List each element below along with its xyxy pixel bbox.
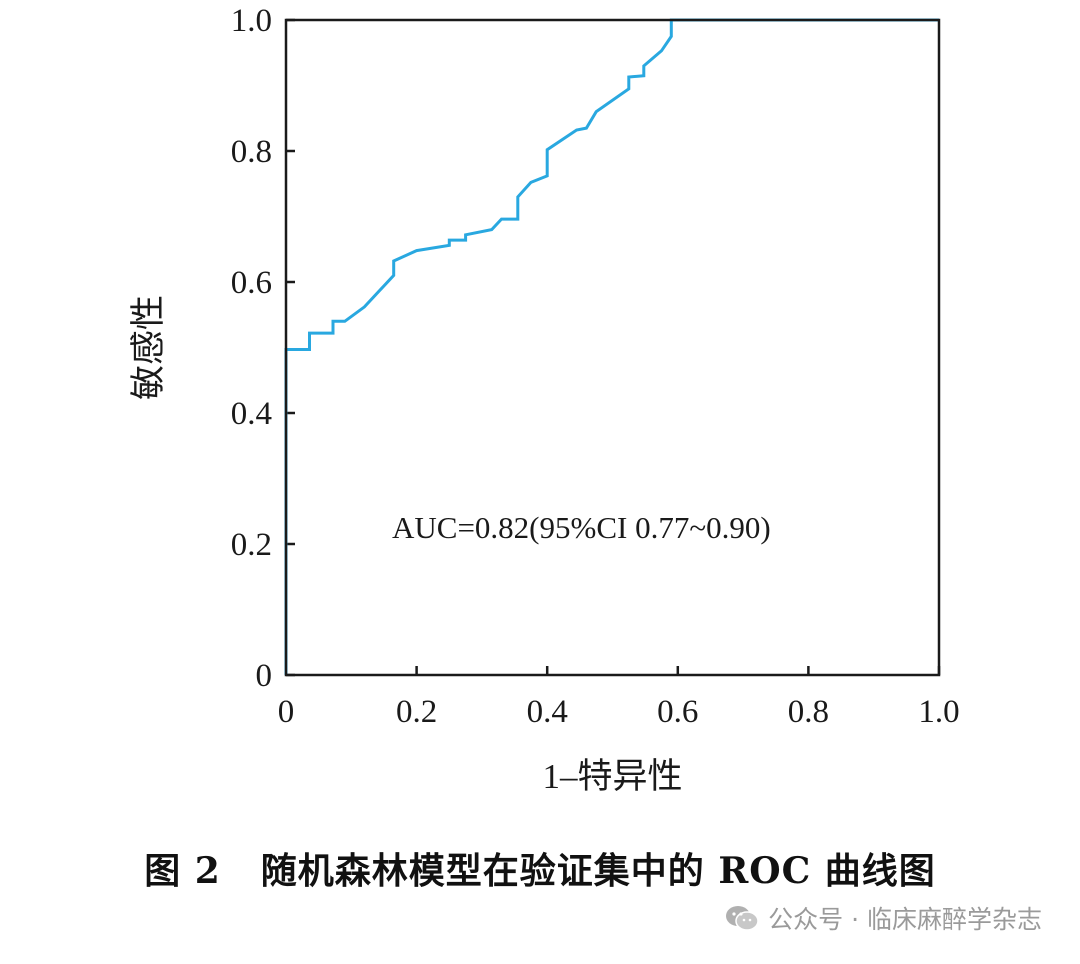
y-tick-label: 0 — [256, 658, 273, 694]
roc-chart: 0 0.2 0.4 0.6 0.8 1.0 0 0.2 0.4 0.6 0.8 1.0 AUC=0.… — [129, 3, 960, 796]
watermark-text: 公众号 · 临床麻醉学杂志 — [768, 905, 1042, 934]
x-tick-label: 0 — [278, 694, 295, 730]
figure-caption: 图 2 随机森林模型在验证集中的 ROC 曲线图 — [0, 842, 1080, 894]
auc-annotation: AUC=0.82(95%CI 0.77~0.90) — [392, 510, 771, 545]
x-tick-label: 1.0 — [918, 694, 959, 730]
x-tick-label: 0.4 — [527, 694, 568, 730]
y-tick-label: 0.8 — [231, 134, 272, 170]
y-axis: 0 0.2 0.4 0.6 0.8 1.0 — [231, 3, 295, 694]
roc-curve — [284, 18, 939, 675]
figure-number: 图 2 — [144, 850, 221, 892]
x-tick-label: 0.2 — [396, 694, 437, 730]
watermark: 公众号 · 临床麻醉学杂志 — [724, 900, 1042, 936]
x-tick-label: 0.6 — [657, 694, 698, 730]
y-tick-label: 1.0 — [231, 3, 272, 39]
figure-caption-text: 随机森林模型在验证集中的 ROC 曲线图 — [260, 850, 936, 892]
x-tick-label: 0.8 — [788, 694, 829, 730]
plot-frame — [284, 18, 941, 677]
wechat-icon — [726, 906, 759, 931]
y-tick-label: 0.6 — [231, 265, 272, 301]
x-axis-label: 1–特异性 — [542, 757, 682, 796]
y-tick-label: 0.4 — [231, 396, 272, 432]
y-tick-label: 0.2 — [231, 527, 272, 563]
y-axis-label: 敏感性 — [129, 295, 168, 400]
